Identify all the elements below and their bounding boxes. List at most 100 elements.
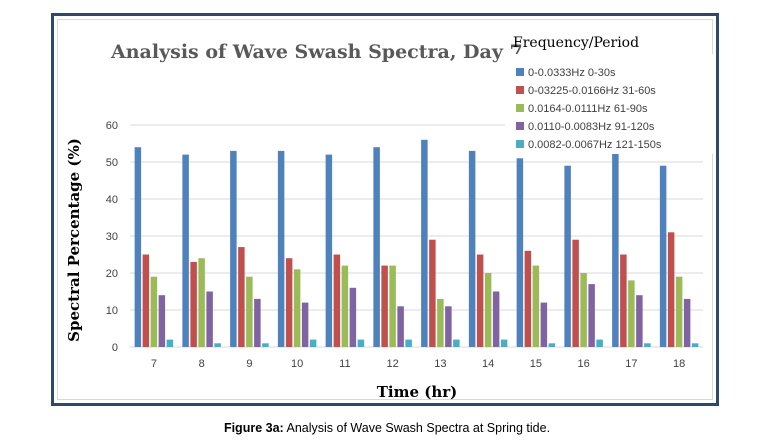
legend-label: 0.0082-0.0067Hz 121-150s (528, 139, 662, 151)
x-tick-label: 7 (151, 358, 157, 370)
bar (588, 284, 595, 347)
caption-label: Figure 3a: (223, 421, 284, 435)
bar (612, 139, 619, 347)
bar (572, 239, 579, 347)
figure-caption: Figure 3a: Analysis of Wave Swash Spectr… (0, 421, 774, 435)
legend-swatch (516, 122, 524, 130)
bar (421, 139, 428, 347)
bar (636, 295, 643, 347)
gridlines (130, 124, 703, 348)
bar (254, 298, 261, 347)
legend-label: 0.0110-0.0083Hz 91-120s (528, 121, 655, 133)
legend-label: 0-03225-0.0166Hz 31-60s (528, 85, 656, 97)
bar (389, 265, 396, 347)
y-tick-label: 10 (106, 305, 118, 317)
x-tick-label: 10 (291, 358, 303, 370)
x-tick-label: 16 (578, 358, 590, 370)
x-tick-label: 8 (199, 358, 205, 370)
bar (476, 254, 484, 347)
bar (675, 276, 683, 347)
x-tick-label: 12 (387, 358, 399, 370)
y-tick-label: 30 (106, 231, 118, 243)
x-tick-label: 15 (530, 358, 542, 370)
y-axis-title: Spectral Percentage (%) (65, 138, 83, 342)
bar (325, 154, 333, 347)
bar (373, 147, 380, 347)
y-tick-label: 50 (106, 157, 118, 169)
bar (349, 287, 357, 347)
bar (524, 250, 532, 347)
x-tick-label: 11 (339, 358, 350, 370)
bar (667, 232, 675, 347)
bar (262, 343, 269, 347)
y-tick-label: 0 (112, 342, 118, 354)
x-axis-ticks: 7 8 9 10 11 12 13 14 15 16 17 18 (151, 358, 685, 370)
bar (468, 150, 476, 347)
y-tick-label: 40 (106, 194, 118, 206)
bar (134, 147, 142, 347)
bar (341, 265, 349, 347)
bar (285, 258, 293, 347)
bar (453, 339, 460, 347)
x-axis-title: Time (hr) (377, 383, 458, 401)
bar (246, 276, 253, 347)
bar (198, 258, 205, 347)
bar (548, 343, 556, 347)
legend-swatch (516, 86, 524, 94)
bar (628, 280, 635, 347)
bar (445, 306, 452, 347)
bar (142, 254, 150, 347)
bar (230, 150, 237, 347)
bar (301, 302, 309, 347)
bar (516, 158, 524, 347)
bar (190, 261, 197, 347)
bar (596, 339, 603, 347)
chart-title: Analysis of Wave Swash Spectra, Day 7 (110, 41, 523, 63)
bar (429, 239, 436, 347)
bar (206, 291, 213, 347)
bar (166, 339, 174, 347)
y-tick-label: 20 (106, 268, 118, 280)
bar (540, 302, 548, 347)
bar (293, 269, 301, 347)
legend-swatch (516, 104, 524, 112)
bar (484, 273, 492, 347)
bar (644, 343, 651, 347)
chart: Analysis of Wave Swash Spectra, Day 7 Sp… (65, 35, 715, 401)
bar (214, 343, 221, 347)
bar (564, 165, 571, 347)
y-tick-label: 60 (106, 120, 118, 132)
bar (659, 165, 667, 347)
bars (134, 139, 699, 347)
bar (437, 298, 444, 347)
x-tick-label: 13 (434, 358, 446, 370)
legend: Frequency/Period 0-0.0333Hz 0-30s 0-03225… (505, 35, 715, 154)
x-tick-label: 18 (673, 358, 685, 370)
bar (691, 343, 699, 347)
bar (381, 265, 388, 347)
legend-title: Frequency/Period (513, 35, 639, 51)
legend-swatch (516, 140, 524, 148)
bar (532, 265, 540, 347)
legend-swatch (516, 68, 524, 76)
legend-label: 0-0.0333Hz 0-30s (528, 67, 616, 79)
bar (357, 339, 365, 347)
x-tick-label: 9 (246, 358, 252, 370)
bar (683, 298, 691, 347)
x-tick-label: 17 (625, 358, 637, 370)
bar (182, 154, 189, 347)
bar (333, 254, 341, 347)
bar (580, 273, 587, 347)
legend-label: 0.0164-0.0111Hz 61-90s (528, 103, 648, 115)
bar (492, 291, 500, 347)
bar (277, 150, 285, 347)
y-axis-ticks: 0 10 20 30 40 50 60 (106, 120, 118, 354)
bar (397, 306, 404, 347)
bar (500, 339, 508, 347)
bar (309, 339, 317, 347)
x-tick-label: 14 (482, 358, 494, 370)
bar (238, 247, 245, 347)
bar (158, 295, 166, 347)
bar (620, 254, 627, 347)
bar (150, 276, 158, 347)
